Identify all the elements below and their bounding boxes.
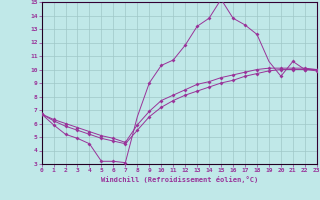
- X-axis label: Windchill (Refroidissement éolien,°C): Windchill (Refroidissement éolien,°C): [100, 176, 258, 183]
